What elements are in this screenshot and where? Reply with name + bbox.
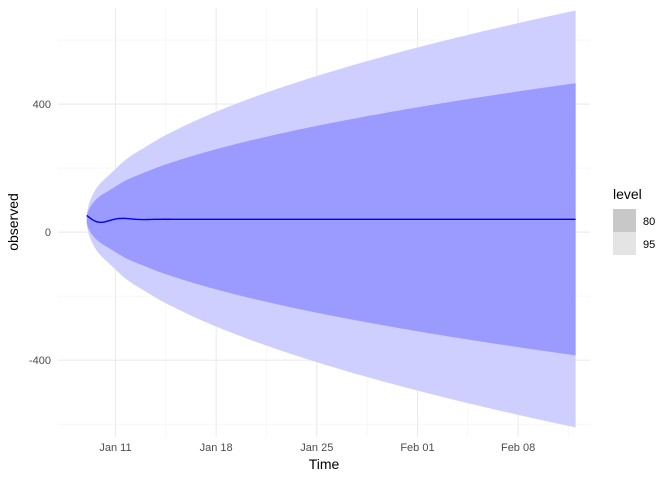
y-tick-label: 400 <box>33 99 51 111</box>
legend-key-80 <box>613 209 636 232</box>
x-tick-label: Jan 18 <box>200 442 233 454</box>
forecast-mean-line <box>86 214 576 224</box>
y-tick-label: 0 <box>45 227 51 239</box>
y-tick-labels: -400 0 400 <box>29 99 51 367</box>
x-tick-label: Jan 11 <box>99 442 131 454</box>
legend-key-95 <box>613 232 636 255</box>
legend-items: 80 95 <box>613 209 655 255</box>
x-tick-label: Feb 08 <box>501 442 535 454</box>
x-tick-labels: Jan 11 Jan 18 Jan 25 Feb 01 Feb 08 <box>99 442 535 454</box>
y-axis-title: observed <box>5 193 21 251</box>
legend-title: level <box>613 186 642 202</box>
legend-label-80: 80 <box>643 216 655 228</box>
legend: level 80 95 <box>613 186 655 255</box>
y-tick-label: -400 <box>29 355 51 367</box>
legend-label-95: 95 <box>643 239 655 251</box>
x-axis-title: Time <box>309 456 340 472</box>
x-tick-label: Feb 01 <box>400 442 434 454</box>
x-tick-label: Jan 25 <box>300 442 333 454</box>
